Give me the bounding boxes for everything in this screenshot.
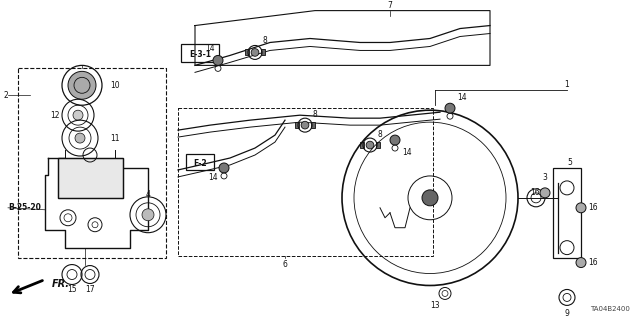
Text: 13: 13 <box>430 301 440 310</box>
Text: 3: 3 <box>543 174 547 182</box>
Text: 16: 16 <box>530 188 540 197</box>
Circle shape <box>576 258 586 268</box>
Bar <box>360 142 364 148</box>
Circle shape <box>576 203 586 213</box>
Text: E-2: E-2 <box>193 160 207 168</box>
Circle shape <box>75 133 85 143</box>
Circle shape <box>68 71 96 99</box>
Text: 17: 17 <box>85 285 95 294</box>
Text: 5: 5 <box>568 159 572 167</box>
Text: FR.: FR. <box>52 279 70 289</box>
Text: 4: 4 <box>145 190 150 199</box>
Circle shape <box>73 110 83 120</box>
Text: 12: 12 <box>51 111 60 120</box>
Circle shape <box>445 103 455 113</box>
Text: 8: 8 <box>262 36 268 45</box>
Text: 14: 14 <box>457 93 467 102</box>
Bar <box>58 158 123 198</box>
Circle shape <box>540 188 550 198</box>
Text: B-25-20: B-25-20 <box>8 203 41 212</box>
Text: 16: 16 <box>588 258 598 267</box>
Bar <box>261 49 265 56</box>
Bar <box>186 154 214 170</box>
Text: 6: 6 <box>283 260 287 269</box>
Text: 11: 11 <box>110 134 120 143</box>
Bar <box>18 68 166 258</box>
Text: 9: 9 <box>564 309 570 318</box>
Text: 16: 16 <box>588 203 598 212</box>
Text: E-3-1: E-3-1 <box>189 50 211 59</box>
Bar <box>178 108 433 256</box>
Text: 2: 2 <box>4 91 9 100</box>
Circle shape <box>301 121 309 129</box>
Bar <box>58 158 123 198</box>
Circle shape <box>219 163 229 173</box>
Bar <box>311 122 315 128</box>
Circle shape <box>251 48 259 56</box>
Text: 15: 15 <box>67 285 77 294</box>
Text: 14: 14 <box>208 174 218 182</box>
Bar <box>376 142 380 148</box>
Bar <box>553 168 581 258</box>
Text: 10: 10 <box>110 81 120 90</box>
Circle shape <box>366 141 374 149</box>
Text: TA04B2400: TA04B2400 <box>590 306 630 312</box>
Circle shape <box>390 135 400 145</box>
Circle shape <box>213 56 223 65</box>
Text: 1: 1 <box>564 80 570 89</box>
Text: 14: 14 <box>205 44 215 53</box>
Bar <box>295 122 299 128</box>
Text: 8: 8 <box>378 130 382 138</box>
Text: 14: 14 <box>402 147 412 157</box>
Text: 7: 7 <box>388 1 392 10</box>
Circle shape <box>142 209 154 221</box>
Circle shape <box>422 190 438 206</box>
Bar <box>245 49 249 56</box>
Bar <box>181 44 219 63</box>
Text: 8: 8 <box>312 110 317 119</box>
